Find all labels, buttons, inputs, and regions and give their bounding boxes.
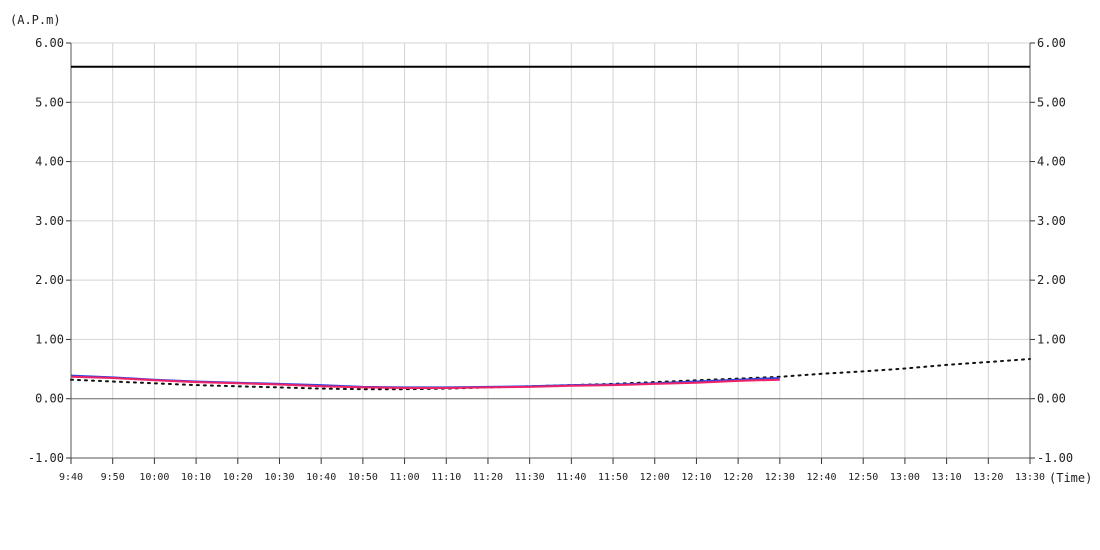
y-unit-label: (A.P.m) xyxy=(10,13,61,27)
y-tick-label-right: 0.00 xyxy=(1037,392,1066,406)
series-line-2 xyxy=(70,358,1031,391)
x-tick-label: 11:40 xyxy=(556,472,586,483)
x-tick-label: 9:50 xyxy=(101,472,125,483)
x-tick-label: 11:30 xyxy=(515,472,545,483)
tick-labels: 9:40 9:50 10:00 10:10 10:20 10:30 10:40 10:50 11… xyxy=(28,36,1073,483)
x-tick-label: 13:00 xyxy=(890,472,920,483)
x-tick-label: 10:40 xyxy=(306,472,336,483)
x-tick-label: 12:10 xyxy=(681,472,711,483)
x-tick-label: 13:10 xyxy=(932,472,962,483)
y-tick-label-left: 6.00 xyxy=(35,36,64,50)
x-tick-label: 10:50 xyxy=(348,472,378,483)
x-tick-label: 10:30 xyxy=(264,472,294,483)
x-tick-label: 10:20 xyxy=(223,472,253,483)
y-tick-label-right: 1.00 xyxy=(1037,332,1066,346)
series-layer xyxy=(70,358,1031,391)
y-tick-label-left: 0.00 xyxy=(35,392,64,406)
y-tick-label-left: 4.00 xyxy=(35,155,64,169)
y-tick-label-left: 1.00 xyxy=(35,332,64,346)
y-tick-label-left: 5.00 xyxy=(35,95,64,109)
x-tick-label: 11:00 xyxy=(390,472,420,483)
x-tick-label: 13:30 xyxy=(1015,472,1045,483)
y-tick-label-right: -1.00 xyxy=(1037,451,1073,465)
x-tick-label: 11:50 xyxy=(598,472,628,483)
x-unit-label: (Time) xyxy=(1049,471,1092,485)
grid xyxy=(70,42,1031,459)
x-tick-label: 12:20 xyxy=(723,472,753,483)
y-tick-label-left: -1.00 xyxy=(28,451,64,465)
axes xyxy=(66,42,1035,464)
y-tick-label-right: 2.00 xyxy=(1037,273,1066,287)
y-tick-label-left: 3.00 xyxy=(35,214,64,228)
y-tick-label-right: 4.00 xyxy=(1037,155,1066,169)
x-tick-label: 12:00 xyxy=(640,472,670,483)
x-tick-label: 10:00 xyxy=(139,472,169,483)
y-tick-label-right: 3.00 xyxy=(1037,214,1066,228)
x-tick-label: 12:40 xyxy=(806,472,836,483)
x-tick-label: 11:20 xyxy=(473,472,503,483)
x-tick-label: 10:10 xyxy=(181,472,211,483)
series-line-1 xyxy=(70,375,780,389)
x-tick-label: 12:50 xyxy=(848,472,878,483)
y-tick-label-right: 5.00 xyxy=(1037,95,1066,109)
x-tick-label: 13:20 xyxy=(973,472,1003,483)
y-tick-label-left: 2.00 xyxy=(35,273,64,287)
x-tick-label: 11:10 xyxy=(431,472,461,483)
x-tick-label: 9:40 xyxy=(59,472,83,483)
y-tick-label-right: 6.00 xyxy=(1037,36,1066,50)
x-tick-label: 12:30 xyxy=(765,472,795,483)
